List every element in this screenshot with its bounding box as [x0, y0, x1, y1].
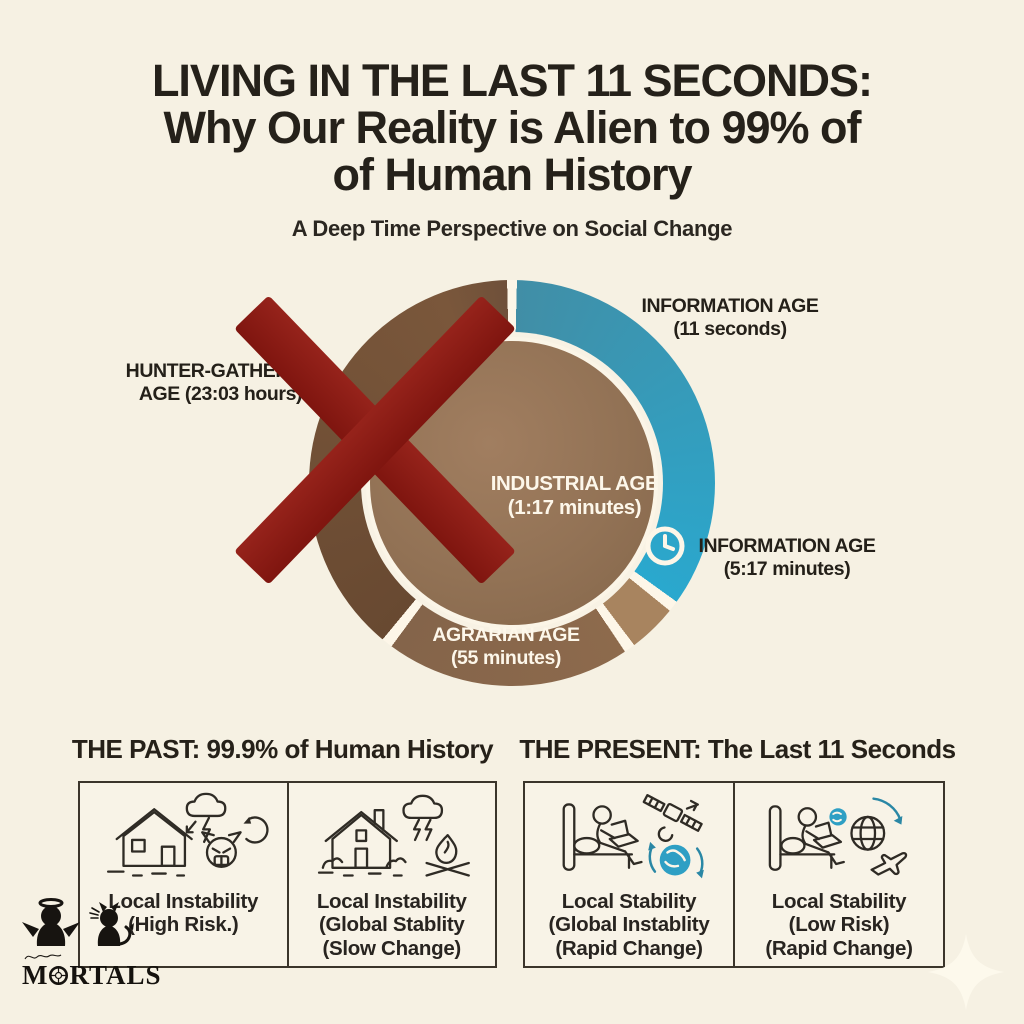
page-title: LIVING IN THE LAST 11 SECONDS: Why Our R… [0, 55, 1024, 200]
angel-cat-icon [22, 906, 80, 946]
logo-letter-m: M [22, 960, 49, 990]
caption-line: (Low Risk) [788, 913, 890, 937]
label-line: INFORMATION AGE [641, 295, 819, 317]
whiskers-icon [89, 907, 100, 919]
caption-line: Local Stability [561, 890, 697, 913]
ornate-o-icon [49, 966, 69, 985]
devil-cat-icon [97, 902, 121, 946]
past-card-high-risk: Local Instability (High Risk.) [80, 783, 287, 966]
title-line-3: of Human History [332, 148, 692, 200]
present-panel: Local Stability (Global Instablity (Rapi… [523, 781, 945, 968]
house-storm-campfire-icon [317, 794, 470, 877]
page-subtitle: A Deep Time Perspective on Social Change [291, 216, 733, 241]
caption-line: (Rapid Change) [765, 936, 913, 960]
label-agrarian-age: AGRARIAN AGE (55 minutes) [395, 624, 617, 669]
past-section-heading: THE PAST: 99.9% of Human History [71, 734, 494, 764]
label-line: INFORMATION AGE [698, 535, 876, 557]
devil-tail-icon [118, 925, 132, 946]
present-section-heading: THE PRESENT: The Last 11 Seconds [519, 734, 956, 764]
label-hunter-gatherer-age: HUNTER-GATHERER AGE (23:03 hours) [108, 360, 333, 405]
caption-line: (Slow Change) [322, 936, 462, 960]
caption-line: (Global Stablity [318, 913, 465, 937]
label-line: HUNTER-GATHERER [125, 360, 316, 382]
card-caption: Local Stability (Global Instablity (Rapi… [549, 890, 710, 960]
label-information-age-517m: INFORMATION AGE (5:17 minutes) [672, 535, 902, 580]
center-label-line2: (1:17 minutes) [507, 495, 642, 519]
center-label-industrial-age: INDUSTRIAL AGE (1:17 minutes) [472, 472, 677, 520]
caption-line: (Global Instablity [548, 913, 710, 937]
halo-icon [38, 898, 64, 908]
caption-line: Local Stability [771, 890, 907, 913]
caption-line: (High Risk.) [128, 913, 239, 937]
title-line-2: Why Our Reality is Alien to 99% of [163, 101, 862, 153]
label-line: (5:17 minutes) [723, 557, 851, 580]
label-information-age-11s: INFORMATION AGE (11 seconds) [615, 295, 845, 340]
label-line: AGRARIAN AGE [432, 624, 580, 646]
title-line-1: LIVING IN THE LAST 11 SECONDS: [151, 55, 873, 106]
present-card-global-instability: Local Stability (Global Instablity (Rapi… [525, 783, 733, 966]
logo-letters-rtals: RTALS [69, 960, 162, 990]
label-line: (55 minutes) [450, 646, 562, 669]
mortals-logo: M RTALS [18, 896, 188, 990]
card-caption: Local Instability (Global Stablity (Slow… [317, 890, 467, 960]
caption-line: Local Instability [316, 890, 467, 913]
caption-line: (Rapid Change) [555, 936, 703, 960]
center-label-line1: INDUSTRIAL AGE [490, 472, 659, 495]
sparkle-icon [928, 934, 1004, 1015]
clock-icon [642, 523, 688, 574]
script-flourish-icon [24, 954, 62, 960]
past-card-slow-change: Local Instability (Global Stablity (Slow… [286, 783, 496, 966]
house-storm-predator-icon [107, 792, 269, 877]
label-line: AGE (23:03 hours) [138, 382, 303, 405]
person-laptop-satellite-globe-icon [562, 794, 704, 879]
card-caption: Local Instability (High Risk.) [108, 890, 258, 937]
present-card-low-risk: Local Stability (Low Risk) (Rapid Change… [733, 783, 943, 966]
logo-wordmark: M RTALS [22, 960, 162, 991]
label-line: (11 seconds) [673, 317, 787, 340]
caption-line: Local Instability [108, 890, 259, 913]
past-panel: Local Instability (High Risk.) [78, 781, 497, 968]
angel-devil-cats [22, 898, 134, 946]
person-laptop-globe-airplane-icon [768, 797, 908, 876]
card-caption: Local Stability (Low Risk) (Rapid Change… [765, 890, 913, 960]
